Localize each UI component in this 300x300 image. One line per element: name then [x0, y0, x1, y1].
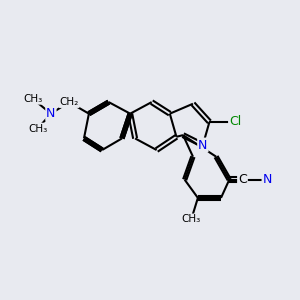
Text: N: N	[262, 173, 272, 186]
Text: CH₃: CH₃	[28, 124, 47, 134]
Text: CH₂: CH₂	[59, 97, 79, 107]
Text: CH₃: CH₃	[23, 94, 42, 104]
Text: C: C	[238, 173, 247, 186]
Text: Cl: Cl	[229, 116, 241, 128]
Text: N: N	[46, 107, 56, 120]
Text: N: N	[198, 139, 208, 152]
Text: CH₃: CH₃	[182, 214, 201, 224]
